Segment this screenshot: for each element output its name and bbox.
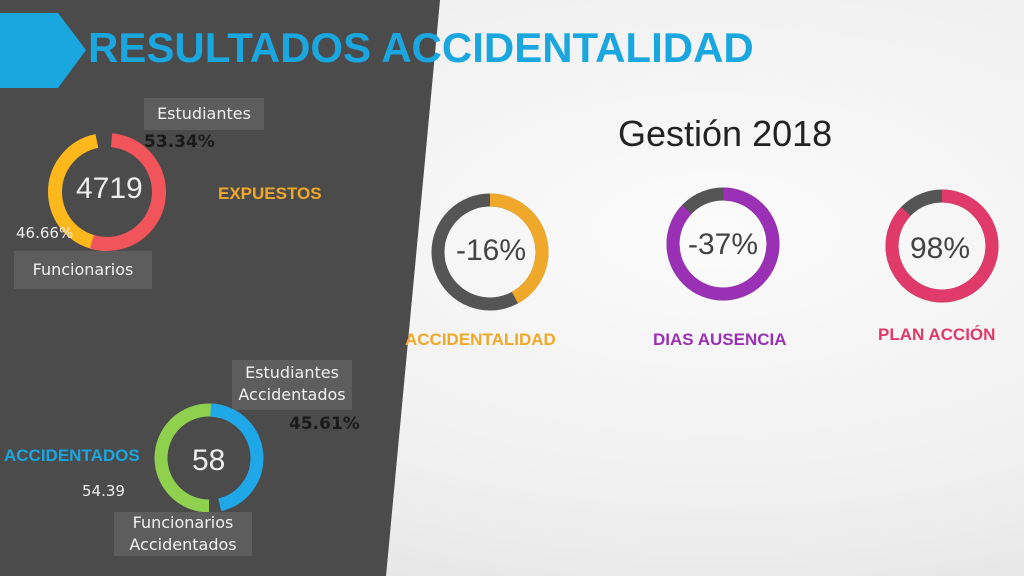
expuestos-total: 4719 xyxy=(76,172,143,205)
page-subtitle: Gestión 2018 xyxy=(618,113,833,154)
estudiantes-label: Estudiantes xyxy=(157,104,251,123)
accidentados-label: ACCIDENTADOS xyxy=(4,446,140,465)
page-title: RESULTADOS ACCIDENTALIDAD xyxy=(88,24,754,71)
kpi-plan-accion-arc xyxy=(885,189,999,303)
funcionarios-accidentados-label-2: Accidentados xyxy=(129,535,237,554)
estudiantes-label-box: Estudiantes xyxy=(144,98,264,130)
funcionarios-pct: 46.66% xyxy=(16,224,74,242)
expuestos-label: EXPUESTOS xyxy=(218,184,322,203)
accidentados-funcionarios-arc xyxy=(154,403,264,513)
funcionarios-accidentados-box: Funcionarios Accidentados xyxy=(114,512,252,556)
estudiantes-accidentados-label-1: Estudiantes xyxy=(245,363,339,382)
expuestos-estudiantes-arc xyxy=(48,133,166,251)
funcionarios-accidentados-label-1: Funcionarios xyxy=(132,513,234,532)
kpi-plan-accion-value: 98% xyxy=(910,232,971,265)
expuestos-donut xyxy=(48,133,166,251)
kpi-plan-accion-donut xyxy=(885,189,999,303)
estudiantes-accidentados-label-2: Accidentados xyxy=(238,385,346,404)
kpi-dias-ausencia-value: -37% xyxy=(688,228,759,261)
kpi-dias-ausencia-donut xyxy=(666,187,780,301)
accidentados-donut xyxy=(154,403,264,513)
kpi-accidentalidad-value: -16% xyxy=(456,234,527,267)
funcionarios-label: Funcionarios xyxy=(32,260,134,279)
estudiantes-pct: 53.34% xyxy=(144,132,215,152)
kpi-accidentalidad-label: ACCIDENTALIDAD xyxy=(405,330,556,349)
kpi-plan-accion-label: PLAN ACCIÓN xyxy=(878,325,996,344)
estudiantes-accidentados-pct: 45.61% xyxy=(289,414,360,434)
accidentados-total: 58 xyxy=(192,444,226,477)
funcionarios-accidentados-pct: 54.39 xyxy=(82,482,125,500)
estudiantes-accidentados-box: Estudiantes Accidentados xyxy=(232,360,352,410)
kpi-dias-ausencia-label: DIAS AUSENCIA xyxy=(653,330,787,349)
kpi-dias-ausencia-arc xyxy=(666,187,780,301)
kpi-accidentalidad-donut xyxy=(431,193,549,311)
funcionarios-label-box: Funcionarios xyxy=(14,251,152,289)
kpi-accidentalidad-arc xyxy=(431,193,549,311)
